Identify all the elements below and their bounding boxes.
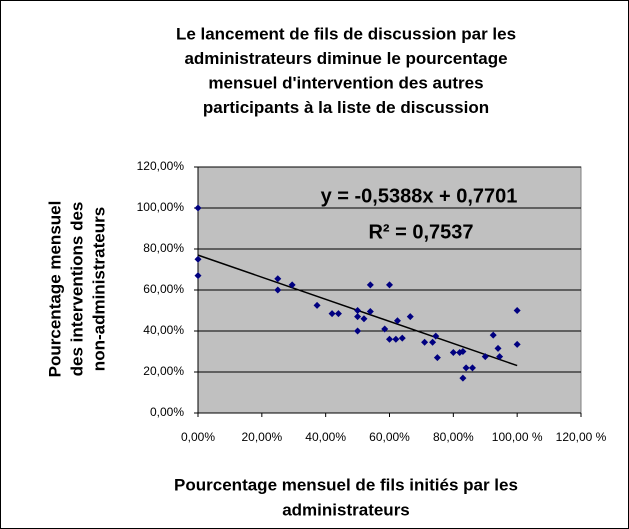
y-tick-label: 120,00% [137, 159, 185, 173]
data-point [449, 349, 457, 357]
r-squared: R² = 0,7537 [368, 221, 473, 243]
data-point [429, 338, 437, 346]
data-point [496, 353, 504, 361]
data-point [386, 281, 393, 289]
data-point [489, 331, 497, 339]
x-tick-label: 20,00% [241, 430, 283, 444]
data-point [360, 315, 368, 323]
data-point [462, 364, 470, 372]
data-point [194, 255, 202, 263]
data-point [386, 335, 393, 343]
data-point [354, 327, 362, 335]
y-tick-label: 20,00% [143, 364, 184, 378]
trendline-equation: y = -0,5388x + 0,7701 [321, 185, 518, 207]
chart-title: administrateurs diminue le pourcentage [184, 49, 507, 68]
data-point [513, 307, 521, 314]
x-tick-label: 120,00 % [555, 430, 607, 444]
data-point [381, 325, 389, 333]
y-tick-label: 100,00% [137, 200, 185, 214]
x-axis-label: Pourcentage mensuel de fils initiés par … [174, 475, 518, 494]
data-point [398, 334, 406, 342]
data-point [513, 340, 521, 348]
y-axis-label: des interventions des [67, 202, 86, 377]
y-tick-label: 0,00% [150, 405, 184, 419]
x-tick-label: 0,00% [180, 430, 216, 444]
data-point [354, 307, 362, 314]
data-point [468, 364, 476, 372]
x-axis-label: administrateurs [282, 500, 410, 519]
x-tick-label: 100,00 % [491, 430, 543, 444]
x-tick-label: 80,00% [432, 430, 474, 444]
y-tick-label: 60,00% [143, 282, 184, 296]
y-tick-label: 40,00% [143, 323, 184, 337]
chart-title: Le lancement de fils de discussion par l… [176, 24, 516, 43]
y-tick-label: 80,00% [143, 241, 184, 255]
data-point [274, 275, 282, 283]
data-point [481, 353, 489, 361]
data-point [334, 310, 342, 318]
data-point [406, 313, 414, 321]
data-point [366, 308, 374, 316]
data-point [459, 374, 467, 382]
data-point [421, 338, 429, 346]
data-point [366, 281, 374, 289]
chart-title: participants à la liste de discussion [203, 98, 489, 117]
data-point [274, 286, 282, 294]
data-point [313, 301, 321, 309]
data-point [392, 335, 400, 343]
y-axis-label: Pourcentage mensuel [45, 201, 64, 378]
data-point [328, 310, 336, 318]
y-axis-label: non-administrateurs [89, 207, 108, 371]
data-point [393, 317, 401, 325]
x-tick-label: 60,00% [369, 430, 410, 444]
data-point [433, 354, 441, 362]
data-point [288, 281, 296, 289]
data-point [194, 204, 202, 212]
data-point [459, 348, 467, 355]
x-tick-label: 40,00% [305, 430, 346, 444]
chart-title: mensuel d'intervention des autres [208, 73, 483, 92]
data-point [354, 313, 362, 321]
data-point [432, 332, 440, 340]
data-point [194, 272, 202, 280]
data-point [494, 344, 502, 352]
